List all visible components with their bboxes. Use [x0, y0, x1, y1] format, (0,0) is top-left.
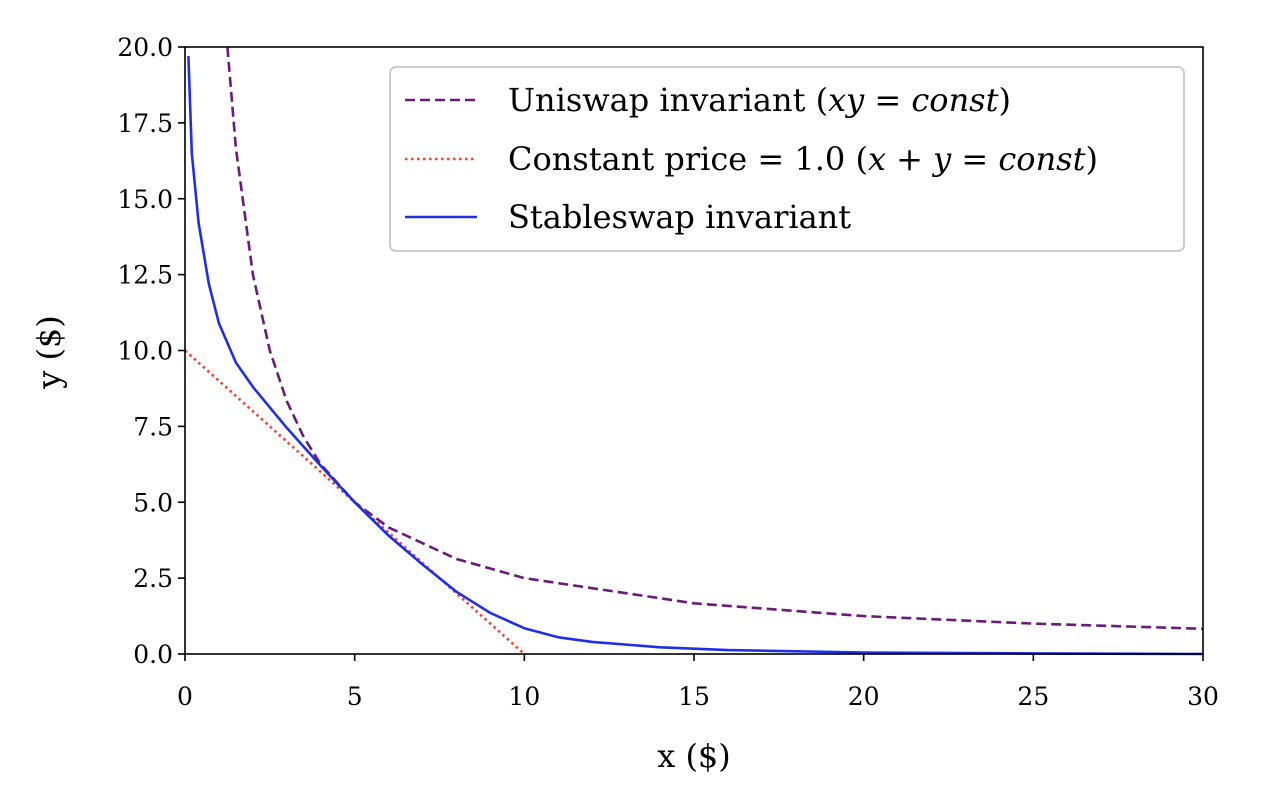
legend-uniswap-math: xy = const [828, 81, 999, 119]
plot-lines [184, 46, 1204, 656]
x-axis-title: x ($) [657, 737, 731, 775]
x-tick-label: 15 [678, 682, 710, 711]
series-line-1 [184, 349, 526, 655]
legend-label-uniswap: Uniswap invariant (xy = const) [508, 81, 1011, 119]
y-tick-label: 5.0 [133, 488, 173, 517]
legend-uniswap-close: ) [998, 81, 1010, 119]
legend-uniswap-text: Uniswap invariant ( [508, 81, 828, 119]
legend-label-stableswap: Stableswap invariant [508, 198, 851, 236]
y-tick-label: 7.5 [133, 412, 173, 441]
x-tick-label: 5 [347, 682, 363, 711]
x-tick-label: 25 [1017, 682, 1049, 711]
y-tick-label: 0.0 [133, 640, 173, 669]
y-tick-label: 10.0 [117, 337, 173, 366]
series-line-2 [187, 56, 1204, 656]
x-tick-label: 10 [508, 682, 540, 711]
x-tick-label: 0 [177, 682, 193, 711]
legend-label-constant: Constant price = 1.0 (x + y = const) [508, 140, 1098, 178]
y-tick-label: 2.5 [133, 564, 173, 593]
y-axis-ticks: 0.0 2.5 5.0 7.5 10.0 12.5 15.0 17.5 20.0 [117, 33, 185, 669]
legend-constant-text: Constant price = 1.0 ( [508, 140, 868, 178]
x-axis-ticks: 0 5 10 15 20 25 30 [177, 654, 1219, 711]
legend-box [389, 66, 1185, 252]
x-tick-label: 30 [1187, 682, 1219, 711]
y-tick-label: 15.0 [117, 185, 173, 214]
y-tick-label: 12.5 [117, 261, 173, 290]
y-axis-title: y ($) [30, 315, 68, 390]
legend-constant-close: ) [1085, 140, 1097, 178]
y-tick-label: 17.5 [117, 109, 173, 138]
legend: Uniswap invariant (xy = const) Constant … [389, 66, 1185, 252]
x-tick-label: 20 [848, 682, 880, 711]
legend-constant-math: x + y = const [868, 140, 1086, 178]
y-tick-label: 20.0 [117, 33, 173, 62]
